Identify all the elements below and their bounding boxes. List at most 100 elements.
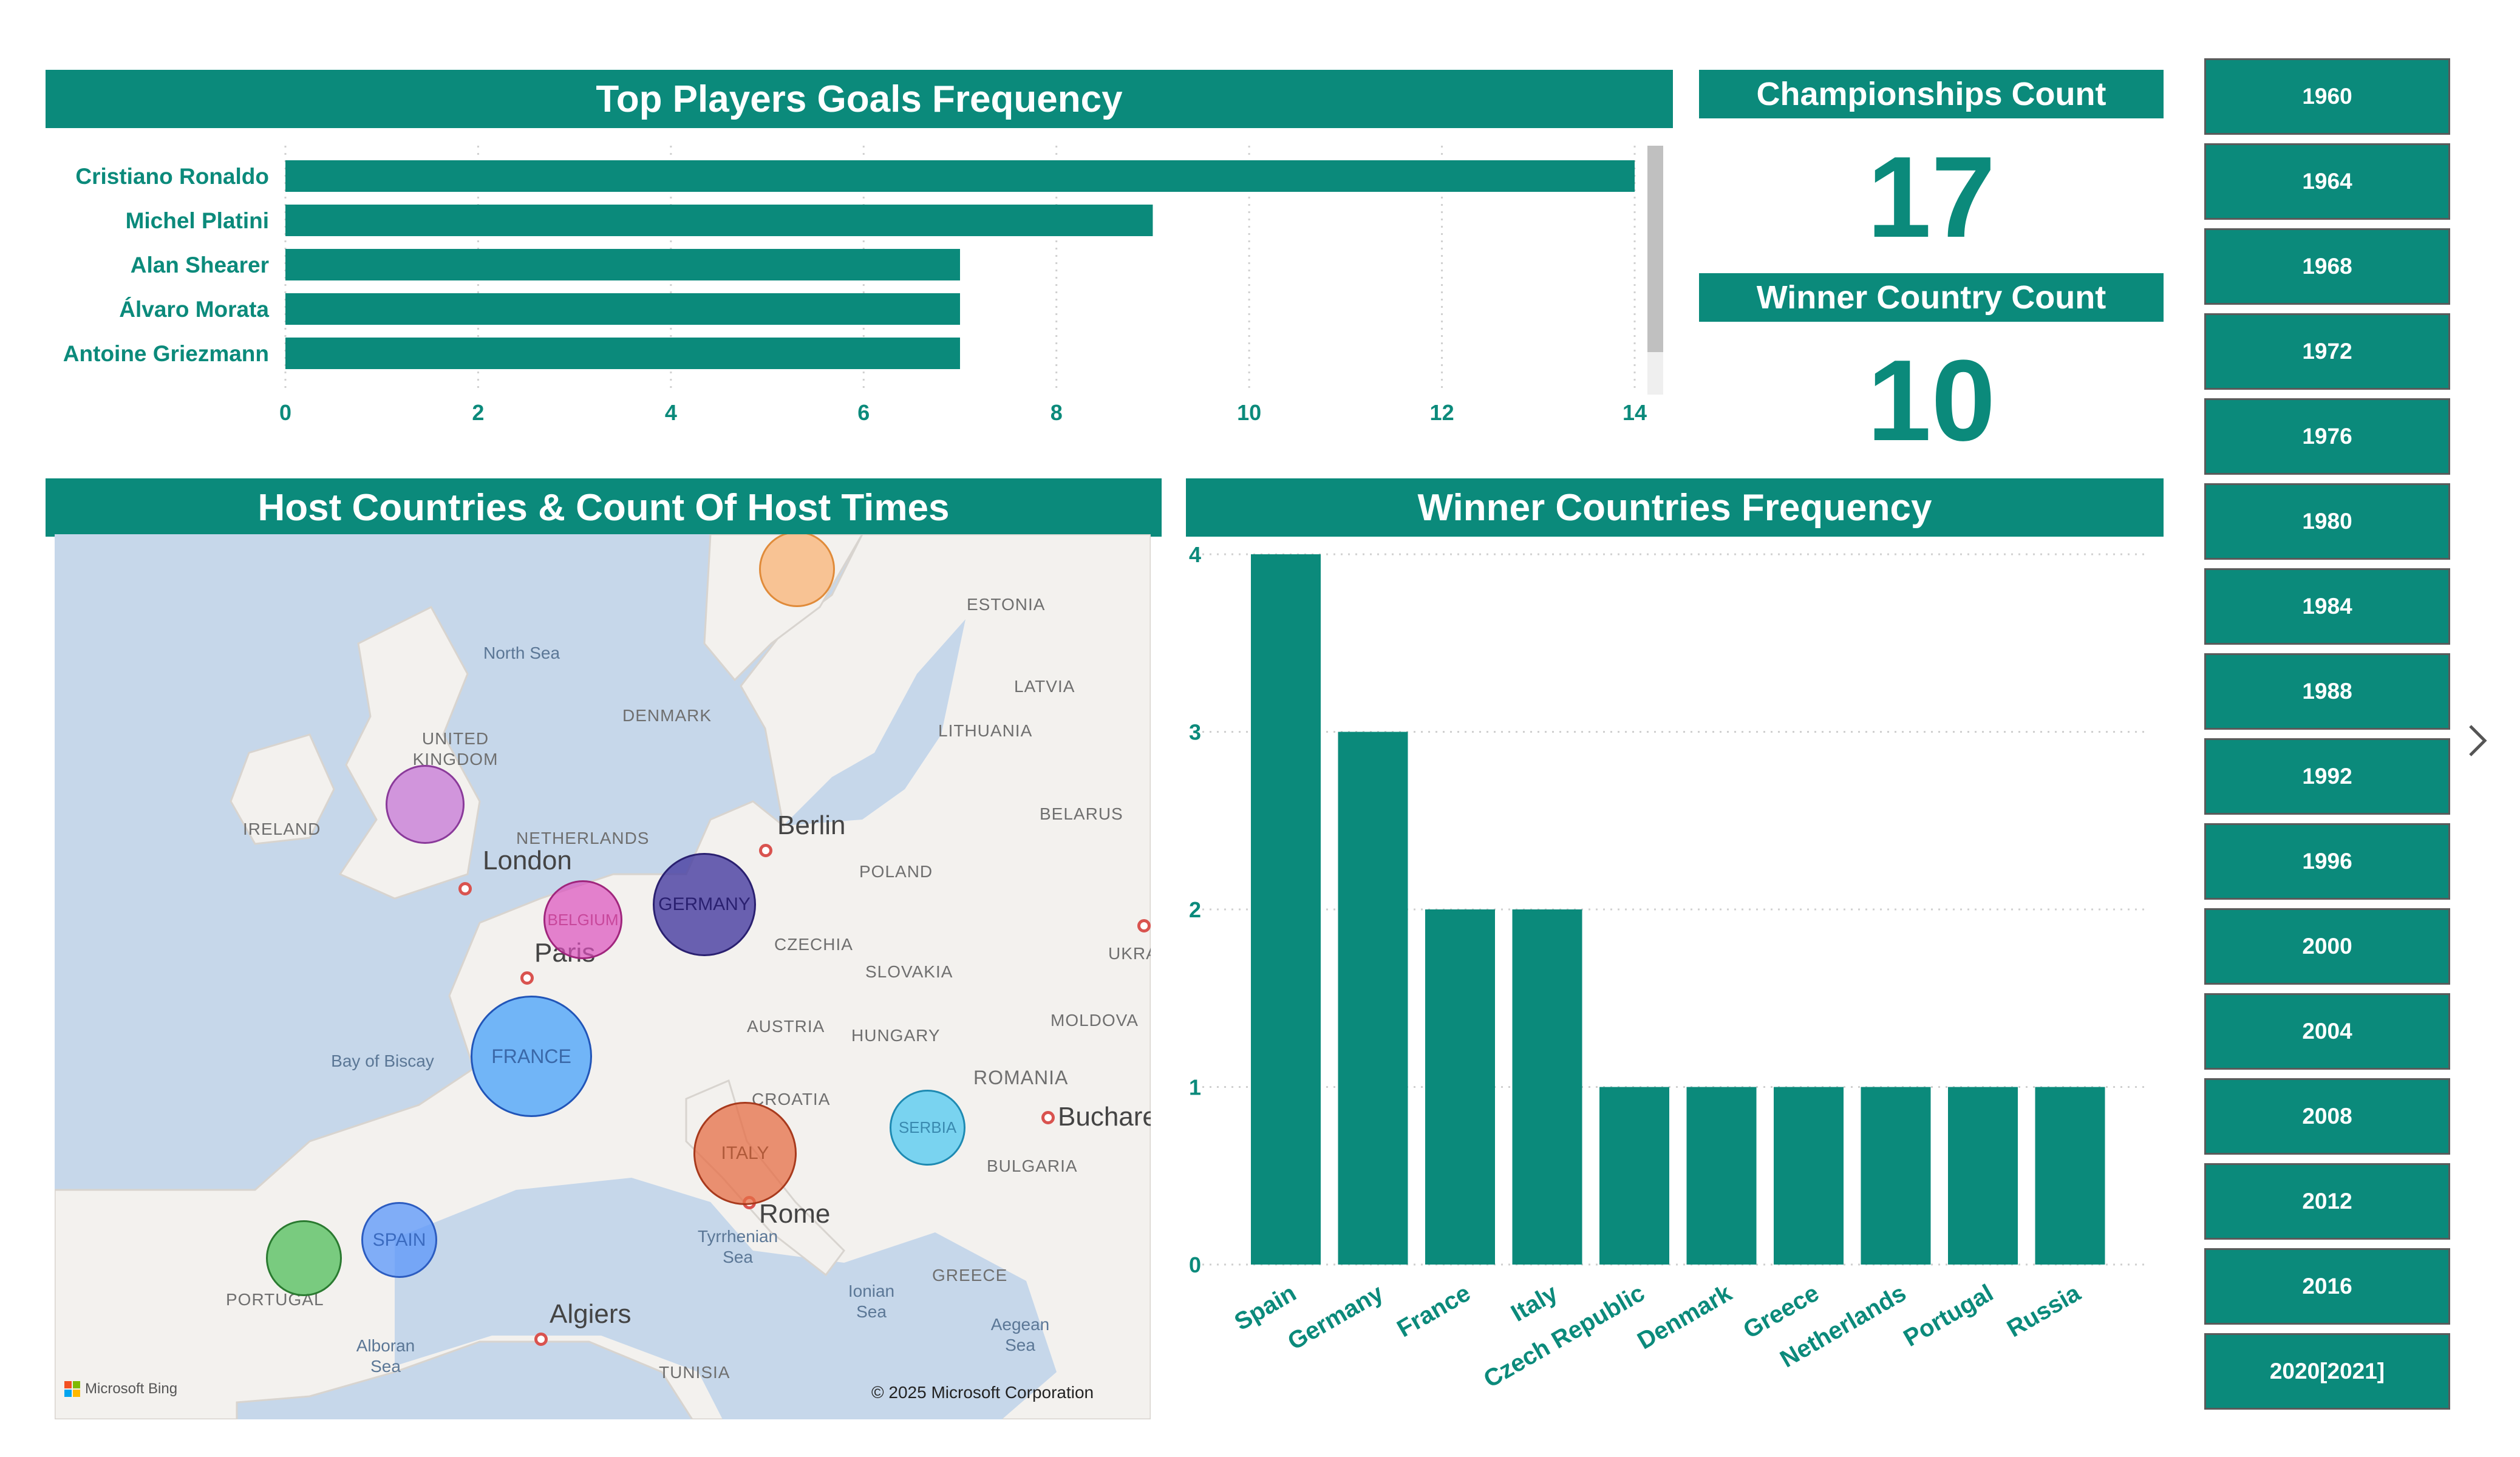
bing-logo-text: Microsoft Bing bbox=[85, 1381, 178, 1397]
map-label-austria: AUSTRIA bbox=[747, 1017, 825, 1036]
capital-marker-bucharest bbox=[1041, 1111, 1055, 1124]
host-bubble-uk[interactable] bbox=[386, 765, 465, 844]
capital-marker-kyiv bbox=[1137, 919, 1151, 932]
microsoft-logo-icon bbox=[64, 1381, 80, 1397]
year-button-1988[interactable]: 1988 bbox=[2204, 653, 2450, 730]
capital-marker-paris bbox=[520, 971, 534, 985]
map-label-romania: ROMANIA bbox=[973, 1067, 1069, 1089]
x-tick-label: 10 bbox=[1237, 400, 1261, 425]
country-label: Czech Republic bbox=[1479, 1280, 1649, 1393]
year-button-1968[interactable]: 1968 bbox=[2204, 228, 2450, 305]
host-bubble-france[interactable]: FRANCE bbox=[471, 996, 592, 1117]
map-label-latvia: LATVIA bbox=[1014, 677, 1075, 696]
year-button-1964[interactable]: 1964 bbox=[2204, 143, 2450, 220]
map-attribution[interactable]: © 2025 Microsoft Corporation bbox=[871, 1383, 1094, 1402]
host-bubble-serbia[interactable]: SERBIA bbox=[890, 1090, 965, 1166]
x-tick-label: 6 bbox=[857, 400, 870, 425]
year-button-2016[interactable]: 2016 bbox=[2204, 1248, 2450, 1325]
y-tick-label: 4 bbox=[1189, 542, 1201, 567]
country-label: Italy bbox=[1507, 1279, 1562, 1327]
map-label-north-sea: North Sea bbox=[483, 644, 560, 662]
country-label: France bbox=[1392, 1280, 1475, 1343]
player-name-label: Alan Shearer bbox=[131, 253, 269, 277]
year-button-2012[interactable]: 2012 bbox=[2204, 1163, 2450, 1240]
map-label-uk: UNITED KINGDOM bbox=[412, 729, 499, 769]
map-label-alboran: Alboran Sea bbox=[356, 1336, 415, 1376]
map-label-hungary: HUNGARY bbox=[851, 1026, 941, 1045]
year-button-1996[interactable]: 1996 bbox=[2204, 823, 2450, 900]
map-label-lithuania: LITHUANIA bbox=[938, 721, 1033, 740]
x-tick-label: 4 bbox=[665, 400, 677, 425]
championships-count-value: 17 bbox=[1867, 133, 1996, 262]
winner-frequency-bar[interactable] bbox=[1425, 909, 1495, 1265]
x-tick-label: 0 bbox=[279, 400, 291, 425]
y-tick-label: 1 bbox=[1189, 1075, 1201, 1100]
top-players-title: Top Players Goals Frequency bbox=[46, 70, 1673, 128]
map-label-ireland: IRELAND bbox=[243, 820, 321, 838]
host-countries-title: Host Countries & Count Of Host Times bbox=[46, 478, 1162, 537]
map-label-tunisia: TUNISIA bbox=[659, 1363, 730, 1382]
winner-frequency-bar[interactable] bbox=[2035, 1087, 2105, 1265]
map-label-bulgaria: BULGARIA bbox=[987, 1156, 1078, 1175]
map-label-bay: Bay of Biscay bbox=[331, 1051, 434, 1070]
player-goals-bar[interactable] bbox=[285, 249, 960, 280]
map-label-belarus: BELARUS bbox=[1040, 804, 1123, 823]
chevron-right-icon[interactable] bbox=[2467, 722, 2488, 759]
host-bubble-italy[interactable]: ITALY bbox=[693, 1102, 797, 1205]
map-label-algiers: Algiers bbox=[550, 1299, 632, 1329]
winner-frequency-bar[interactable] bbox=[1251, 554, 1321, 1265]
top-players-chart: Cristiano Ronaldo Michel Platini Alan Shea… bbox=[63, 146, 1663, 425]
country-label: Russia bbox=[2003, 1279, 2085, 1342]
map-label-aegean: Aegean Sea bbox=[990, 1315, 1050, 1354]
player-name-label: Cristiano Ronaldo bbox=[75, 164, 269, 189]
year-button-1980[interactable]: 1980 bbox=[2204, 483, 2450, 560]
year-button-1972[interactable]: 1972 bbox=[2204, 313, 2450, 390]
country-label: Spain bbox=[1230, 1280, 1301, 1336]
winner-country-count-title: Winner Country Count bbox=[1699, 273, 2164, 322]
player-goals-bar[interactable] bbox=[285, 205, 1153, 236]
winner-frequency-bar[interactable] bbox=[1774, 1087, 1844, 1265]
host-bubble-germany[interactable]: GERMANY bbox=[653, 853, 756, 956]
year-button-2008[interactable]: 2008 bbox=[2204, 1078, 2450, 1155]
year-button-1960[interactable]: 1960 bbox=[2204, 58, 2450, 135]
year-button-2000[interactable]: 2000 bbox=[2204, 908, 2450, 985]
winner-frequency-bar[interactable] bbox=[1599, 1087, 1669, 1265]
map-label-london: London bbox=[483, 846, 572, 875]
host-bubble-portugal[interactable] bbox=[266, 1220, 342, 1296]
year-button-1984[interactable]: 1984 bbox=[2204, 568, 2450, 645]
player-goals-bar[interactable] bbox=[285, 338, 960, 369]
map-land bbox=[55, 534, 1151, 1419]
map-label-rome: Rome bbox=[759, 1199, 831, 1229]
map-label-slovakia: SLOVAKIA bbox=[865, 962, 953, 981]
host-bubble-sweden[interactable] bbox=[759, 534, 835, 607]
map-label-netherlands: NETHERLANDS bbox=[516, 829, 650, 847]
y-tick-label: 3 bbox=[1189, 720, 1201, 745]
country-label: Portugal bbox=[1899, 1280, 1998, 1352]
player-goals-bar[interactable] bbox=[285, 160, 1635, 192]
year-button-2020-2021[interactable]: 2020[2021] bbox=[2204, 1333, 2450, 1410]
map-label-bucharest: Buchare bbox=[1058, 1102, 1151, 1132]
winner-frequency-bar[interactable] bbox=[1686, 1087, 1757, 1265]
winner-frequency-bar[interactable] bbox=[1948, 1087, 2018, 1265]
year-button-2004[interactable]: 2004 bbox=[2204, 993, 2450, 1070]
country-label: Germany bbox=[1283, 1279, 1388, 1355]
year-button-1976[interactable]: 1976 bbox=[2204, 398, 2450, 475]
winner-frequency-bar[interactable] bbox=[1338, 732, 1408, 1265]
player-goals-bar[interactable] bbox=[285, 293, 960, 325]
winner-frequency-bar[interactable] bbox=[1512, 909, 1582, 1265]
winner-frequency-bar[interactable] bbox=[1861, 1087, 1931, 1265]
map-label-moldova: MOLDOVA bbox=[1051, 1011, 1139, 1030]
map-label-denmark: DENMARK bbox=[622, 706, 712, 725]
winner-country-count-value: 10 bbox=[1867, 336, 1996, 465]
y-tick-label: 2 bbox=[1189, 897, 1201, 922]
championships-count-title: Championships Count bbox=[1699, 70, 2164, 118]
host-bubble-belgium[interactable]: BELGIUM bbox=[543, 880, 622, 959]
host-countries-map[interactable]: North Sea UNITED KINGDOM IRELAND DENMARK… bbox=[55, 534, 1151, 1419]
map-label-ionian: Ionian Sea bbox=[848, 1282, 895, 1321]
year-button-1992[interactable]: 1992 bbox=[2204, 738, 2450, 815]
top-players-scrollbar-thumb[interactable] bbox=[1647, 146, 1663, 352]
player-name-label: Michel Platini bbox=[126, 208, 269, 233]
player-name-label: Antoine Griezmann bbox=[63, 341, 269, 366]
host-bubble-spain[interactable]: SPAIN bbox=[361, 1202, 437, 1278]
